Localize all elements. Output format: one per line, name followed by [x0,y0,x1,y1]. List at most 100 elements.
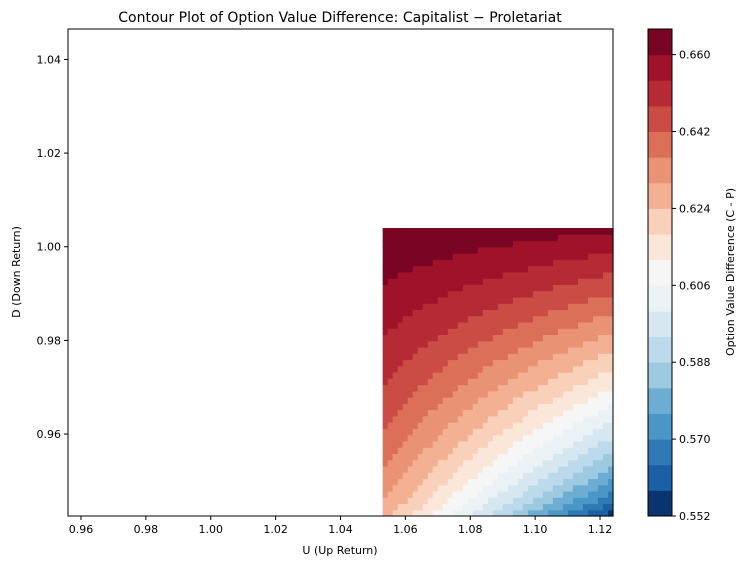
contour-cell [382,465,389,473]
contour-cell [487,296,494,304]
contour-cell [417,372,424,379]
contour-cell [567,465,574,473]
contour-cell [542,415,549,423]
contour-cell [532,328,539,336]
contour-cell [462,372,469,379]
contour-cell [417,478,424,486]
contour-cell [602,290,609,298]
contour-cell [537,372,544,379]
contour-cell [527,234,534,242]
contour-cell [567,278,574,285]
contour-cell [592,390,599,398]
contour-cell [562,246,569,254]
contour-cell [472,428,479,436]
contour-cell [397,453,404,461]
contour-cell [382,328,389,336]
contour-cell [407,484,414,492]
contour-cell [427,240,434,248]
contour-cell [552,378,559,386]
contour-cell [517,228,524,235]
contour-cell [527,353,534,361]
contour-cell [532,397,539,404]
contour-cell [537,447,544,454]
contour-cell [402,309,409,317]
contour-cell [607,465,614,473]
contour-cell [467,328,474,336]
contour-cell [547,340,554,348]
contour-cell [562,428,569,436]
contour-cell [582,284,589,292]
contour-cell [592,397,599,404]
contour-cell [517,328,524,336]
contour-cell [567,409,574,417]
contour-cell [462,428,469,436]
contour-cell [582,315,589,323]
contour-cell [562,453,569,461]
contour-cell [382,278,389,285]
contour-cell [452,321,459,329]
contour-cell [597,359,604,367]
contour-cell [412,309,419,317]
contour-cell [532,228,539,235]
contour-cell [522,372,529,379]
contour-cell [422,403,429,411]
contour-cell [457,428,464,436]
contour-cell [487,415,494,423]
contour-cell [547,278,554,285]
contour-cell [602,284,609,292]
colorbar-band [648,362,672,389]
contour-cell [452,228,459,235]
contour-cell [482,390,489,398]
contour-cell [517,384,524,392]
contour-cell [447,428,454,436]
contour-cell [512,359,519,367]
contour-cell [392,428,399,436]
colorbar-band [648,464,672,491]
colorbar-tick-label: 0.570 [679,433,711,446]
contour-cell [572,447,579,454]
contour-cell [492,359,499,367]
contour-cell [577,334,584,342]
contour-cell [437,353,444,361]
contour-cell [567,321,574,329]
contour-cell [432,390,439,398]
contour-cell [607,353,614,361]
contour-cell [432,353,439,361]
contour-cell [482,497,489,505]
contour-cell [472,465,479,473]
contour-cell [562,422,569,429]
contour-cell [452,234,459,242]
contour-cell [557,303,564,311]
contour-cell [407,359,414,367]
contour-cell [592,240,599,248]
contour-cell [532,265,539,273]
contour-cell [557,359,564,367]
contour-cell [497,365,504,373]
contour-cell [527,472,534,480]
contour-cell [542,265,549,273]
contour-cell [532,472,539,480]
contour-cell [507,440,514,448]
contour-cell [517,365,524,373]
contour-cell [587,334,594,342]
contour-cell [397,503,404,511]
contour-cell [562,265,569,273]
contour-cell [472,346,479,354]
contour-cell [587,309,594,317]
contour-cell [407,228,414,235]
contour-cell [577,434,584,442]
contour-cell [607,284,614,292]
contour-cell [412,497,419,505]
contour-cell [467,447,474,454]
contour-cell [477,271,484,279]
contour-cell [482,365,489,373]
contour-cell [557,328,564,336]
contour-cell [597,246,604,254]
contour-cell [577,465,584,473]
contour-cell [427,271,434,279]
x-tick-label: 1.12 [588,523,613,536]
contour-cell [592,447,599,454]
contour-cell [397,447,404,454]
contour-cell [442,284,449,292]
contour-cell [427,422,434,429]
